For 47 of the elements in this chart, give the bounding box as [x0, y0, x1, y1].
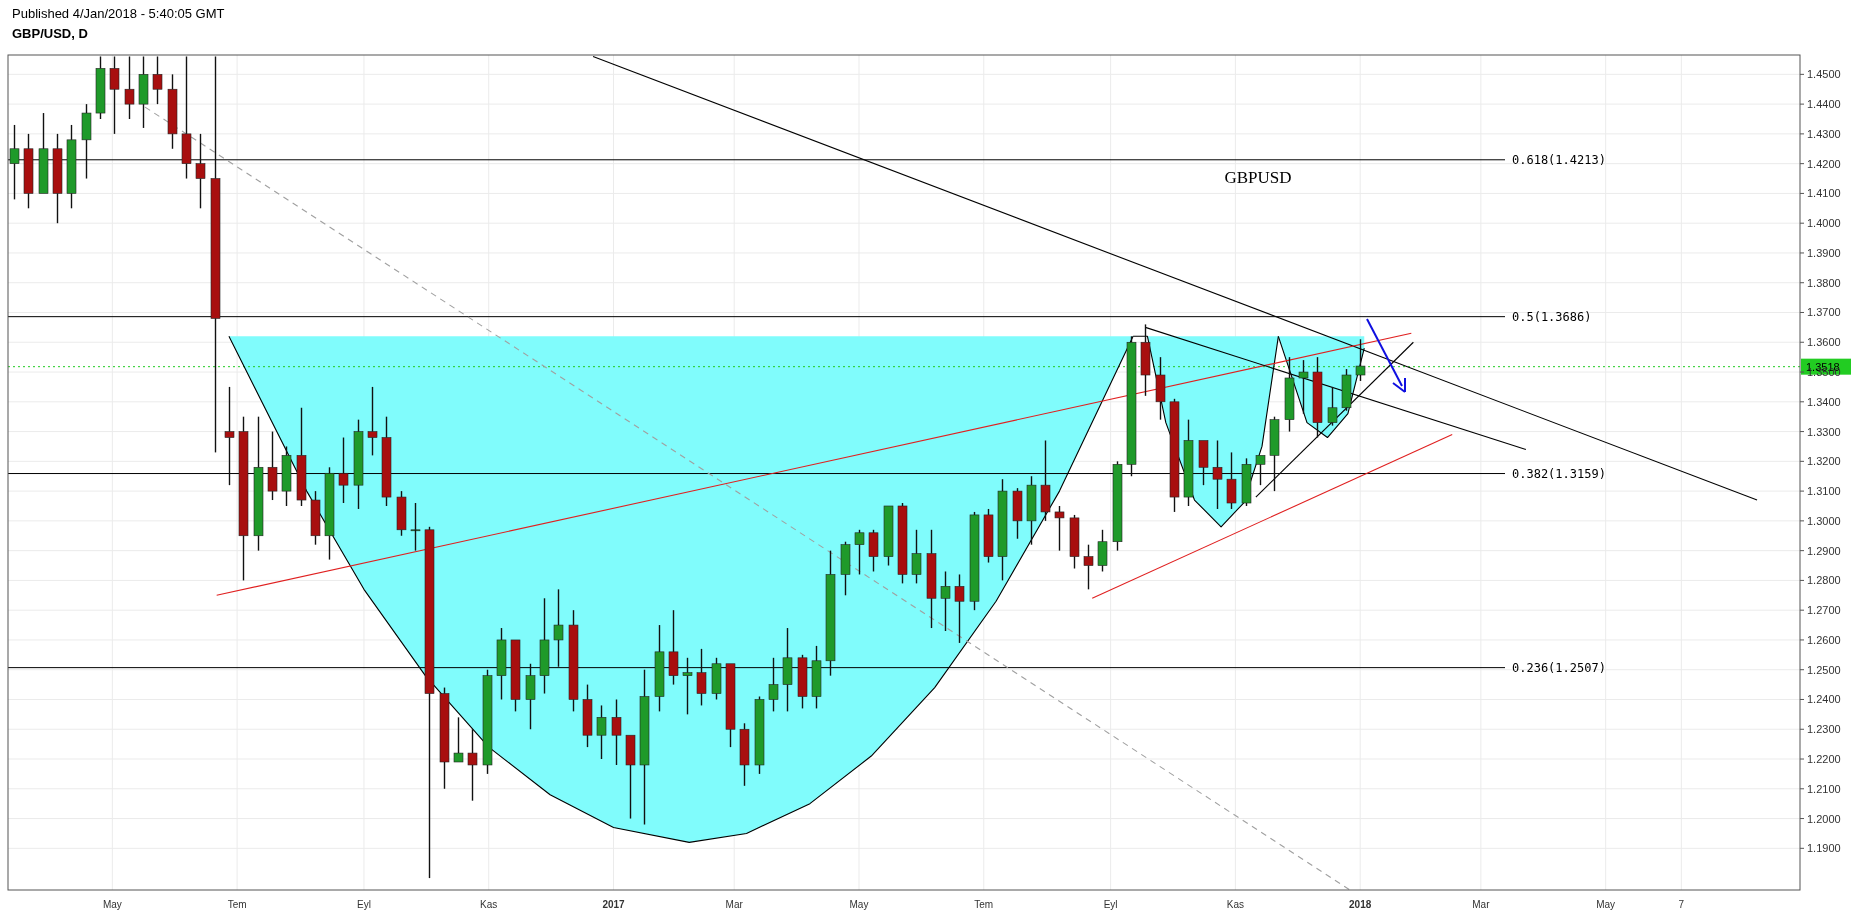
y-tick-label: 1.2000 [1807, 812, 1841, 825]
y-tick-label: 1.2300 [1807, 723, 1841, 736]
y-tick-label: 1.2800 [1807, 574, 1841, 587]
y-tick-label: 1.2400 [1807, 693, 1841, 706]
y-tick-label: 1.3400 [1807, 395, 1841, 408]
y-tick-label: 1.2100 [1807, 782, 1841, 795]
x-tick-label: Eyl [356, 899, 371, 910]
x-tick-label: May [1596, 899, 1616, 910]
chart-title: GBP/USD, D [12, 26, 88, 41]
y-tick-label: 1.3300 [1807, 425, 1841, 438]
y-tick-label: 1.4300 [1807, 127, 1841, 140]
x-tick-label: May [102, 899, 122, 910]
x-tick-label: May [849, 899, 869, 910]
ref-line-label: 0.5(1.3686) [1512, 309, 1592, 324]
annotation: GBPUSD [1224, 168, 1292, 187]
y-tick-label: 1.3100 [1807, 485, 1841, 498]
y-tick-label: 1.2600 [1807, 633, 1841, 646]
y-tick-label: 1.2200 [1807, 753, 1841, 766]
ref-line-label: 0.236(1.2507) [1512, 660, 1606, 675]
x-tick-label: Eyl [1103, 899, 1118, 910]
x-tick-label: Tem [227, 899, 247, 910]
x-tick-label: 7 [1678, 899, 1685, 910]
y-tick-label: 1.4200 [1807, 157, 1841, 170]
text: Published 4/Jan/2018 - 5:40:05 GMT [12, 6, 225, 21]
y-tick-label: 1.4400 [1807, 98, 1841, 111]
y-tick-label: 1.3000 [1807, 514, 1841, 527]
y-tick-label: 1.2700 [1807, 604, 1841, 617]
y-tick-label: 1.1900 [1807, 842, 1841, 855]
y-tick-label: 1.4000 [1807, 217, 1841, 230]
y-tick-label: 1.3600 [1807, 336, 1841, 349]
y-tick-label: 1.4100 [1807, 187, 1841, 200]
y-tick-label: 1.2500 [1807, 663, 1841, 676]
ref-line-label: 0.382(1.3159) [1512, 466, 1606, 481]
x-tick-label: Mar [1472, 899, 1491, 910]
x-tick-label: Tem [974, 899, 994, 910]
y-tick-label: 1.2900 [1807, 544, 1841, 557]
y-tick-label: 1.4500 [1807, 68, 1841, 81]
x-tick-label: 2018 [1349, 899, 1372, 910]
y-tick-label: 1.3700 [1807, 306, 1841, 319]
y-tick-label: 1.3200 [1807, 455, 1841, 468]
y-tick-label: 1.3800 [1807, 276, 1841, 289]
x-tick-label: 2017 [602, 899, 626, 910]
x-tick-label: Mar [725, 899, 744, 910]
ref-line-label: 0.618(1.4213) [1512, 152, 1606, 167]
y-tick-label: 1.3900 [1807, 246, 1841, 259]
x-tick-label: Kas [1226, 899, 1245, 910]
x-tick-label: Kas [480, 899, 498, 910]
